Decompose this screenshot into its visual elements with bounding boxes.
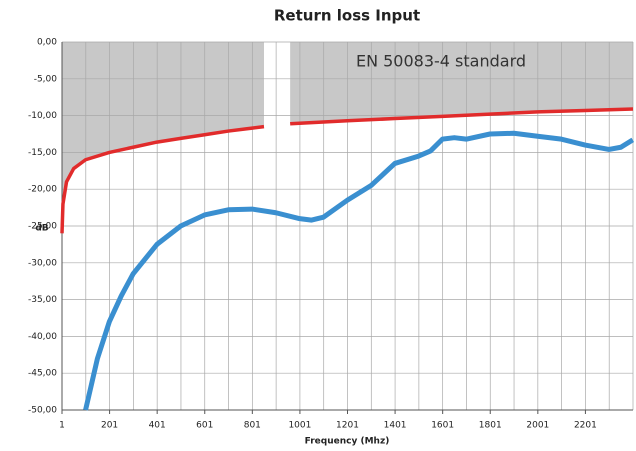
x-tick-label: 2001 (526, 421, 549, 431)
x-axis-label: Frequency (Mhz) (305, 437, 390, 447)
x-tick-label: 801 (244, 421, 261, 431)
chart-title: Return loss Input (274, 7, 420, 25)
y-tick-label: -35,00 (28, 295, 57, 305)
x-tick-label: 1801 (479, 421, 502, 431)
series-line (60, 124, 265, 234)
y-axis-label: dB (35, 224, 48, 234)
limit-area (290, 42, 633, 124)
y-tick-label: -40,00 (28, 332, 57, 342)
y-tick-label: -15,00 (28, 148, 57, 158)
y-tick-label: -20,00 (28, 185, 57, 195)
series-line (83, 130, 635, 411)
series-line (290, 107, 634, 126)
y-tick-label: -30,00 (28, 258, 57, 268)
x-tick-label: 201 (101, 421, 118, 431)
y-tick-label: -5,00 (34, 74, 58, 84)
x-tick-label: 1001 (288, 421, 311, 431)
x-tick-label: 1401 (384, 421, 407, 431)
y-tick-label: 0,00 (37, 38, 57, 48)
x-tick-label: 601 (196, 421, 213, 431)
y-tick-label: -25,00 (28, 222, 57, 232)
x-tick-label: 401 (149, 421, 166, 431)
limit-area (62, 42, 264, 234)
y-tick-label: -10,00 (28, 111, 57, 121)
annotation: EN 50083-4 standard (356, 52, 526, 71)
y-tick-label: -50,00 (28, 406, 57, 416)
y-tick-label: -45,00 (28, 369, 57, 379)
x-tick-label: 1201 (336, 421, 359, 431)
x-tick-label: 1601 (431, 421, 454, 431)
x-tick-label: 1 (59, 421, 65, 431)
x-tick-label: 2201 (574, 421, 597, 431)
